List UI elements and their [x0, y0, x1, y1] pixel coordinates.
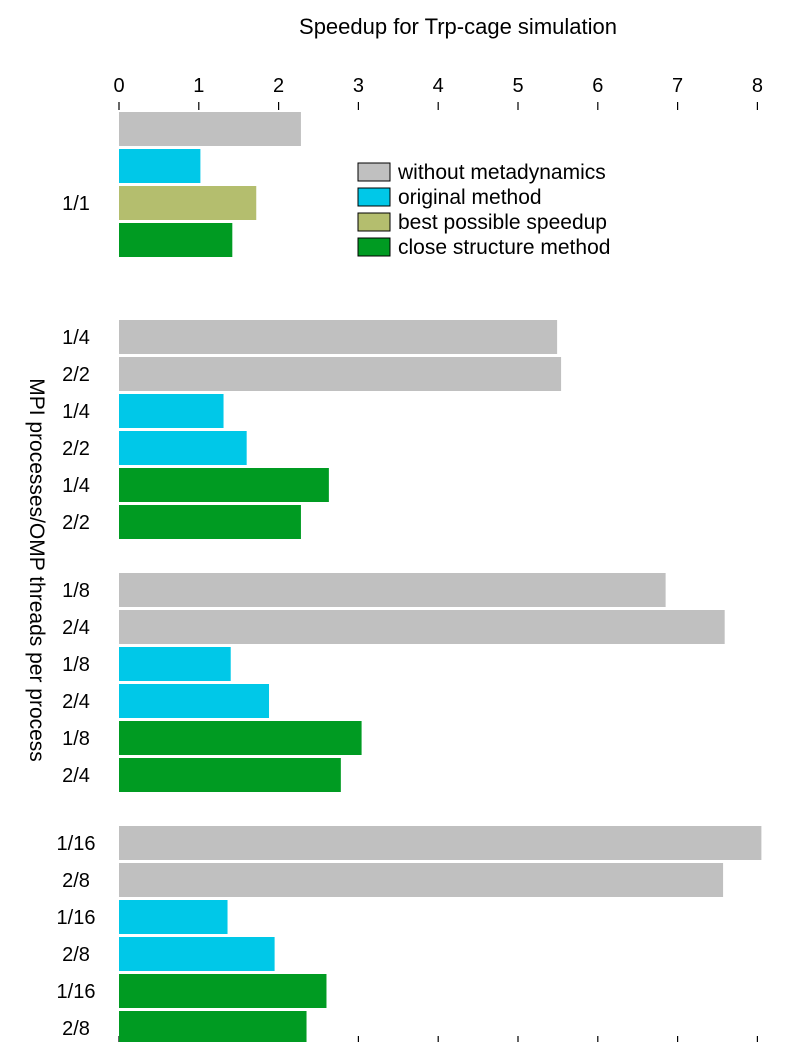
- bar-without-metadynamics: [119, 320, 558, 354]
- bar-original-method: [119, 647, 231, 681]
- category-label: 1/4: [62, 401, 90, 423]
- bar-original-method: [119, 937, 275, 971]
- bar-original-method: [119, 149, 201, 183]
- bar-best-possible-speedup: [119, 186, 257, 220]
- category-label: 1/4: [62, 475, 90, 497]
- category-label: 1/4: [62, 327, 90, 349]
- legend-label: best possible speedup: [398, 211, 607, 234]
- category-label: 1/8: [62, 654, 90, 676]
- bar-original-method: [119, 394, 224, 428]
- category-label: 2/4: [62, 691, 90, 713]
- x-tick-label: 5: [512, 75, 523, 97]
- legend-label: without metadynamics: [397, 161, 606, 184]
- legend-label: original method: [398, 186, 542, 209]
- bar-original-method: [119, 684, 270, 718]
- legend-swatch: [357, 237, 391, 257]
- chart-title: Speedup for Trp-cage simulation: [299, 14, 617, 39]
- bar-close-structure-method: [119, 721, 362, 755]
- legend-swatch: [357, 212, 391, 232]
- x-tick-label: 4: [433, 75, 444, 97]
- x-tick-label: 2: [273, 75, 284, 97]
- category-labels: 1/1 1/4 2/2 1/4 2/2 1/4 2/2 1/8 2/4 1/8 2/4 1/8 2/4 1…: [57, 193, 96, 1040]
- bar-without-metadynamics: [119, 573, 666, 607]
- x-tick-label: 6: [592, 75, 603, 97]
- bar-close-structure-method: [119, 758, 341, 792]
- legend-label: close structure method: [398, 236, 610, 259]
- category-label: 2/4: [62, 765, 90, 787]
- bar-original-method: [119, 900, 228, 934]
- x-tick-label: 7: [672, 75, 683, 97]
- bar-close-structure-method: [119, 468, 329, 502]
- bar-close-structure-method: [119, 1011, 307, 1042]
- category-label: 1/8: [62, 728, 90, 750]
- category-label: 2/8: [62, 1018, 90, 1040]
- category-label: 1/16: [57, 981, 96, 1003]
- category-label: 1/8: [62, 580, 90, 602]
- bar-original-method: [119, 431, 247, 465]
- x-tick-label: 3: [353, 75, 364, 97]
- bar-without-metadynamics: [119, 826, 762, 860]
- category-label: 2/2: [62, 364, 90, 386]
- bar-close-structure-method: [119, 974, 327, 1008]
- category-label: 2/2: [62, 438, 90, 460]
- category-label: 2/4: [62, 617, 90, 639]
- y-axis-label: MPI processes/OMP threads per process: [25, 378, 48, 762]
- bar-without-metadynamics: [119, 112, 301, 146]
- legend-swatch: [357, 162, 391, 182]
- legend-swatch: [357, 187, 391, 207]
- category-label: 2/2: [62, 512, 90, 534]
- category-label: 1/1: [62, 193, 90, 215]
- bar-close-structure-method: [119, 505, 301, 539]
- x-tick-label: 1: [193, 75, 204, 97]
- category-label: 1/16: [57, 907, 96, 929]
- x-tick-label: 0: [113, 75, 124, 97]
- bar-without-metadynamics: [119, 357, 562, 391]
- bar-without-metadynamics: [119, 610, 725, 644]
- category-label: 2/8: [62, 944, 90, 966]
- category-label: 1/16: [57, 833, 96, 855]
- category-label: 2/8: [62, 870, 90, 892]
- x-tick-label: 8: [752, 75, 763, 97]
- bar-without-metadynamics: [119, 863, 724, 897]
- bars: [119, 112, 762, 1042]
- bar-close-structure-method: [119, 223, 233, 257]
